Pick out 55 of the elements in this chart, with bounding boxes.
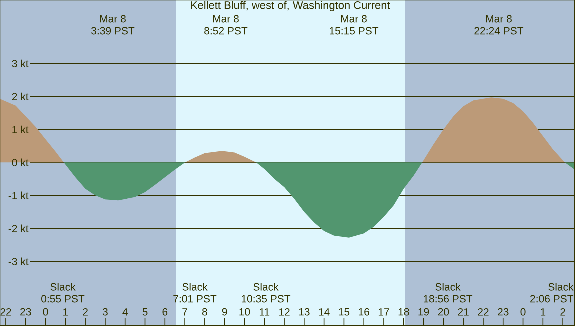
x-tick-label: 2 — [83, 308, 88, 316]
annotation: 22:24 PST — [474, 27, 524, 35]
y-tick-label: -2 kt — [8, 224, 29, 232]
annotation: 2:06 PST — [530, 295, 574, 303]
x-tick-label: 13 — [299, 308, 310, 316]
annotation: 15:15 PST — [330, 27, 379, 35]
x-tick-label: 9 — [222, 308, 228, 316]
x-tick-label: 0 — [43, 308, 48, 316]
x-tick-label: 23 — [498, 308, 509, 316]
x-tick-label: 5 — [142, 308, 148, 316]
annotation: Mar 8 — [341, 15, 367, 23]
x-tick-label: 6 — [162, 308, 168, 316]
x-tick-label: 22 — [0, 308, 12, 316]
x-tick-label: 18 — [398, 308, 410, 316]
annotation: Slack — [548, 283, 574, 291]
chart-title: Kellett Bluff, west of, Washington Current — [191, 1, 390, 12]
annotation: Mar 8 — [486, 15, 512, 23]
x-tick-label: 3 — [102, 308, 108, 316]
x-tick-label: 1 — [64, 308, 68, 316]
annotation: 7:01 PST — [174, 295, 217, 303]
x-tick-label: 15 — [339, 308, 350, 316]
annotation: 8:52 PST — [204, 27, 248, 35]
annotation: Mar 8 — [100, 15, 126, 23]
annotation: Mar 8 — [213, 15, 239, 23]
x-tick-label: 1 — [541, 308, 546, 316]
x-tick-label: 8 — [202, 308, 208, 316]
x-tick-label: 11 — [260, 308, 270, 316]
y-tick-label: -1 kt — [8, 192, 29, 200]
annotation: 3:39 PST — [92, 27, 135, 35]
y-tick-label: 3 kt — [12, 60, 29, 68]
y-tick-label: 2 kt — [12, 92, 29, 101]
y-tick-label: 1 kt — [12, 126, 29, 134]
y-tick-label: 0 kt — [12, 158, 29, 167]
x-tick-label: 2 — [560, 308, 566, 316]
x-tick-label: 21 — [458, 308, 469, 316]
annotation: 18:56 PST — [424, 295, 473, 303]
annotation: Slack — [182, 283, 208, 291]
x-tick-label: 19 — [418, 308, 430, 316]
annotation: Slack — [254, 283, 279, 291]
x-tick-label: 16 — [359, 308, 370, 316]
annotation: Slack — [436, 283, 461, 291]
x-tick-label: 14 — [319, 308, 330, 316]
x-tick-label: 20 — [438, 308, 450, 316]
x-tick-label: 22 — [478, 308, 489, 316]
x-tick-label: 17 — [378, 308, 390, 316]
y-tick-label: -3 kt — [8, 258, 29, 266]
annotation: 10:35 PST — [242, 295, 291, 303]
x-tick-label: 0 — [520, 308, 526, 316]
x-tick-label: 23 — [20, 308, 32, 316]
x-tick-label: 12 — [279, 308, 290, 316]
x-tick-label: 10 — [240, 308, 250, 316]
annotation: Slack — [50, 283, 76, 291]
x-tick-label: 7 — [182, 308, 188, 316]
x-tick-label: 4 — [122, 308, 128, 316]
annotation: 0:55 PST — [42, 295, 85, 303]
